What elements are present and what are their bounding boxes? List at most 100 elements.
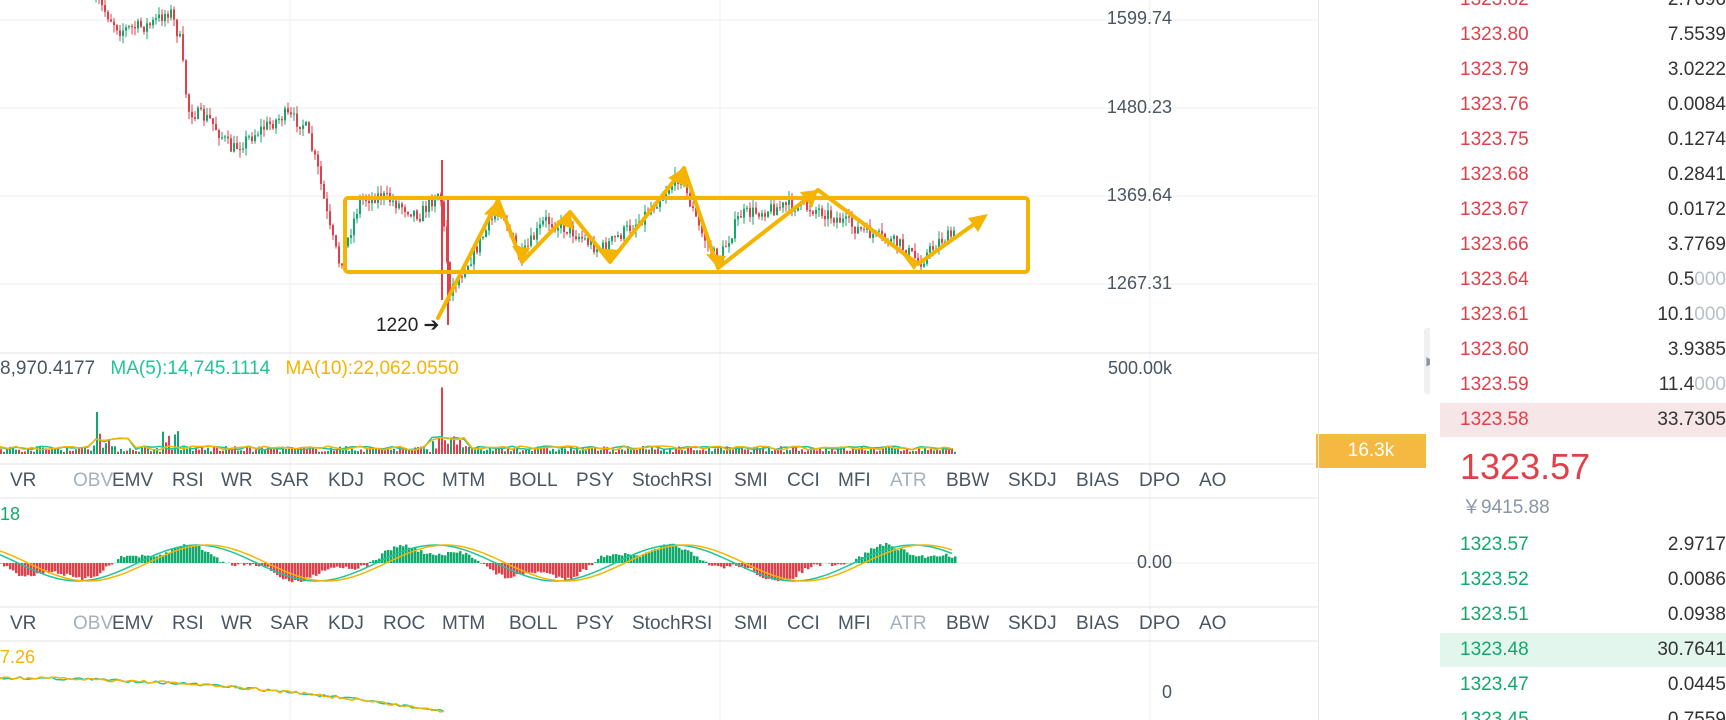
indicator-tab-ao[interactable]: AO (1199, 470, 1227, 491)
bid-row[interactable]: 1323.57 2.9717 (1440, 528, 1726, 562)
indicator-tab-sar[interactable]: SAR (270, 613, 310, 634)
volume-bar (486, 449, 488, 454)
indicator-tab-psy[interactable]: PSY (576, 613, 615, 634)
volume-bar (375, 449, 377, 454)
indicator-tab-dpo[interactable]: DPO (1139, 470, 1181, 491)
indicator-tab-boll[interactable]: BOLL (509, 470, 558, 491)
volume-bar (567, 451, 569, 454)
indicator-tab-skdj[interactable]: SKDJ (1008, 613, 1057, 634)
indicator-tab-kdj[interactable]: KDJ (328, 613, 364, 634)
macd-histogram-bar (483, 563, 486, 565)
volume-bar (294, 447, 296, 454)
indicator-tab-mfi[interactable]: MFI (838, 470, 871, 491)
candle-body (158, 14, 160, 19)
volume-bar (825, 448, 827, 454)
indicator-tab-smi[interactable]: SMI (734, 613, 768, 634)
macd-histogram-bar (618, 554, 621, 563)
indicator-tab-kdj[interactable]: KDJ (328, 470, 364, 491)
indicator-tab-cci[interactable]: CCI (787, 613, 820, 634)
ask-quantity: 3.9385 (1667, 339, 1726, 360)
ask-row[interactable]: 1323.75 0.1274 (1440, 123, 1726, 157)
indicator-tab-rsi[interactable]: RSI (172, 470, 204, 491)
indicator-tab-roc[interactable]: ROC (383, 613, 426, 634)
volume-bar (474, 449, 476, 454)
indicator-tab-roc[interactable]: ROC (383, 470, 426, 491)
indicator-tab-mfi[interactable]: MFI (838, 613, 871, 634)
candle-body (398, 203, 400, 209)
candle-body (269, 121, 271, 124)
macd-histogram-bar (837, 563, 840, 565)
kline-chart[interactable]: 1599.74 1480.23 1369.64 1267.31 1220 ➔ 8… (0, 0, 1430, 720)
macd-histogram-bar (375, 559, 378, 563)
ask-row[interactable]: 1323.82 2.7696 (1440, 0, 1726, 17)
chart-canvas[interactable] (0, 0, 1430, 720)
ask-row[interactable]: 1323.61 10.1000 (1440, 298, 1726, 332)
indicator-tab-stochrsi[interactable]: StochRSI (632, 470, 713, 491)
indicator-tab-emv[interactable]: EMV (112, 613, 154, 634)
indicator-tab-obv[interactable]: OBV (73, 470, 114, 491)
macd-histogram-bar (51, 563, 54, 573)
ask-row[interactable]: 1323.58 33.7305 (1440, 403, 1726, 437)
indicator-tab-bbw[interactable]: BBW (946, 613, 990, 634)
candle-body (797, 205, 799, 211)
indicator-tab-dpo[interactable]: DPO (1139, 613, 1181, 634)
indicator-tab-bias[interactable]: BIAS (1076, 470, 1120, 491)
candle-body (584, 238, 586, 240)
ask-row[interactable]: 1323.59 11.4000 (1440, 368, 1726, 402)
indicator-tab-bias[interactable]: BIAS (1076, 613, 1120, 634)
macd-histogram-bar (216, 557, 219, 563)
bid-row[interactable]: 1323.45 0.7559 (1440, 703, 1726, 720)
macd-histogram-bar (576, 563, 579, 577)
candle-body (539, 224, 541, 229)
indicator-tab-emv[interactable]: EMV (112, 470, 154, 491)
indicator-tab-stochrsi[interactable]: StochRSI (632, 613, 713, 634)
candle-body (281, 118, 283, 121)
candle-body (215, 123, 217, 131)
indicator-tab-obv[interactable]: OBV (73, 613, 114, 634)
ask-price: 1323.76 (1460, 94, 1529, 115)
indicator-tab-rsi[interactable]: RSI (172, 613, 204, 634)
indicator-tab-vr[interactable]: VR (10, 470, 37, 491)
indicator-tab-wr[interactable]: WR (221, 470, 253, 491)
candle-body (665, 193, 667, 197)
bid-row[interactable]: 1323.47 0.0445 (1440, 668, 1726, 702)
indicator-tab-skdj[interactable]: SKDJ (1008, 470, 1057, 491)
ask-row[interactable]: 1323.64 0.5000 (1440, 263, 1726, 297)
volume-bar (522, 450, 524, 454)
indicator-tab-bbw[interactable]: BBW (946, 470, 990, 491)
candle-body (278, 118, 280, 120)
ask-row[interactable]: 1323.79 3.0222 (1440, 53, 1726, 87)
ask-row[interactable]: 1323.67 0.0172 (1440, 193, 1726, 227)
indicator-tab-ao[interactable]: AO (1199, 613, 1227, 634)
indicator-tab-wr[interactable]: WR (221, 613, 253, 634)
indicator-tab-vr[interactable]: VR (10, 613, 37, 634)
indicator-tab-atr[interactable]: ATR (890, 613, 927, 634)
ask-row[interactable]: 1323.76 0.0084 (1440, 88, 1726, 122)
macd-histogram-bar (141, 554, 144, 563)
bid-row[interactable]: 1323.52 0.0086 (1440, 563, 1726, 597)
indicator-tab-boll[interactable]: BOLL (509, 613, 558, 634)
macd-histogram-bar (12, 563, 15, 571)
indicator-tab-cci[interactable]: CCI (787, 470, 820, 491)
indicator-tab-mtm[interactable]: MTM (442, 470, 486, 491)
candle-body (482, 236, 484, 238)
candle-body (527, 245, 529, 247)
ask-row[interactable]: 1323.68 0.2841 (1440, 158, 1726, 192)
macd-histogram-bar (600, 555, 603, 563)
macd-histogram-bar (558, 563, 561, 577)
volume-bar (126, 450, 128, 454)
ask-row[interactable]: 1323.66 3.7769 (1440, 228, 1726, 262)
indicator-tab-sar[interactable]: SAR (270, 470, 310, 491)
bid-row[interactable]: 1323.48 30.7641 (1440, 633, 1726, 667)
ask-row[interactable]: 1323.80 7.5539 (1440, 18, 1726, 52)
volume-bar (864, 450, 866, 454)
ask-row[interactable]: 1323.60 3.9385 (1440, 333, 1726, 367)
indicator-tab-smi[interactable]: SMI (734, 470, 768, 491)
indicator-tab-psy[interactable]: PSY (576, 470, 615, 491)
indicator-tab-atr[interactable]: ATR (890, 470, 927, 491)
volume-bar (144, 446, 146, 454)
candle-body (764, 213, 766, 217)
indicator-tab-mtm[interactable]: MTM (442, 613, 486, 634)
collapse-panel-icon[interactable]: ▶ (1424, 328, 1430, 394)
bid-row[interactable]: 1323.51 0.0938 (1440, 598, 1726, 632)
